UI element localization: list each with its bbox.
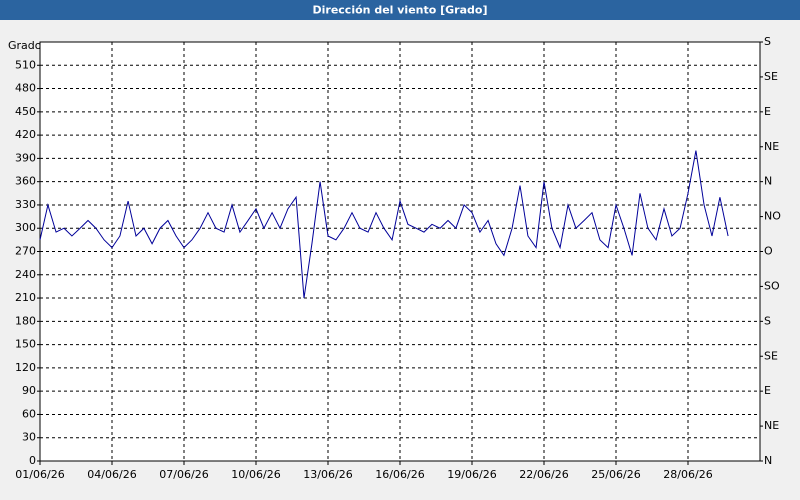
y2-tick-label: NO	[764, 210, 781, 223]
x-tick-label: 16/06/26	[375, 468, 424, 481]
y2-tick-label: S	[764, 35, 771, 48]
y-tick-label: 30	[22, 431, 36, 444]
y-tick-label: 120	[15, 361, 36, 374]
x-tick-label: 19/06/26	[447, 468, 496, 481]
x-tick-label: 01/06/26	[15, 468, 64, 481]
y-axis-label: Grado	[8, 39, 42, 52]
y-tick-label: 270	[15, 245, 36, 258]
y-tick-label: 300	[15, 221, 36, 234]
y2-tick-label: S	[764, 314, 771, 327]
y-tick-label: 450	[15, 105, 36, 118]
x-tick-label: 10/06/26	[231, 468, 280, 481]
y-tick-label: 390	[15, 151, 36, 164]
y2-tick-label: SO	[764, 279, 780, 292]
data-line	[39, 150, 729, 299]
y-tick-label: 150	[15, 338, 36, 351]
x-tick-label: 07/06/26	[159, 468, 208, 481]
y2-tick-label: E	[764, 384, 771, 397]
title-bar	[0, 0, 800, 20]
chart-title: Dirección del viento [Grado]	[313, 4, 488, 17]
y-tick-label: 210	[15, 291, 36, 304]
x-tick-label: 28/06/26	[663, 468, 712, 481]
y-tick-label: 420	[15, 128, 36, 141]
y2-tick-label: SE	[764, 349, 778, 362]
y-tick-label: 240	[15, 268, 36, 281]
y-tick-label: 0	[29, 454, 36, 467]
y2-tick-label: E	[764, 105, 771, 118]
x-tick-label: 04/06/26	[87, 468, 136, 481]
x-tick-label: 25/06/26	[591, 468, 640, 481]
y-tick-label: 360	[15, 175, 36, 188]
y2-tick-label: NE	[764, 419, 779, 432]
x-tick-label: 22/06/26	[519, 468, 568, 481]
y-tick-label: 60	[22, 407, 36, 420]
y-tick-label: 330	[15, 198, 36, 211]
y2-tick-label: N	[764, 454, 772, 467]
y2-tick-label: O	[764, 245, 773, 258]
y-tick-label: 480	[15, 82, 36, 95]
y2-tick-label: NE	[764, 140, 779, 153]
y-tick-label: 510	[15, 58, 36, 71]
x-tick-label: 13/06/26	[303, 468, 352, 481]
y2-tick-label: N	[764, 175, 772, 188]
y-tick-label: 180	[15, 314, 36, 327]
y2-tick-label: SE	[764, 70, 778, 83]
y-tick-label: 90	[22, 384, 36, 397]
